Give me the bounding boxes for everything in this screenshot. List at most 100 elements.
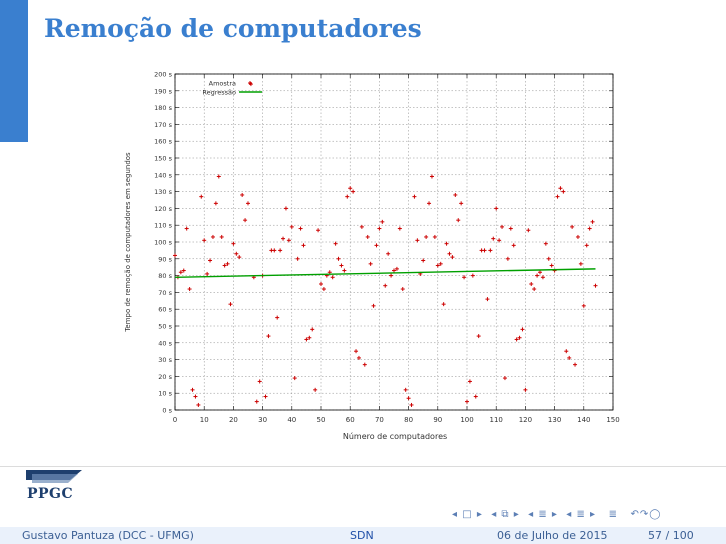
sample-point <box>424 234 429 239</box>
sample-point <box>564 349 569 354</box>
sample-point <box>319 282 323 286</box>
sample-point <box>336 256 341 261</box>
y-axis-label: Tempo de remoção de computadores em segu… <box>124 152 132 333</box>
sample-point <box>310 327 315 332</box>
sample-point <box>456 218 461 223</box>
nav-section-icon[interactable]: ◂ ≣ ▸ <box>528 509 558 520</box>
sample-point <box>205 271 210 276</box>
y-tick-label: 80 s <box>158 272 172 280</box>
sample-point <box>202 238 207 243</box>
sample-point <box>354 349 359 354</box>
nav-search-icon[interactable]: ↶↷◯ <box>630 509 662 520</box>
sample-point <box>210 234 215 239</box>
sample-point <box>432 234 437 239</box>
sample-point <box>520 327 525 332</box>
sample-point <box>500 224 505 229</box>
x-tick-label: 120 <box>519 416 532 424</box>
sample-point <box>532 287 537 292</box>
sample-point <box>473 394 478 399</box>
sample-point <box>359 224 364 229</box>
y-tick-label: 140 s <box>154 171 172 179</box>
sample-point <box>275 315 280 320</box>
nav-toc-icon[interactable]: ≣ <box>608 509 618 520</box>
sample-point <box>208 258 213 263</box>
sample-point <box>570 224 575 229</box>
slide-title: Remoção de computadores <box>44 14 422 43</box>
sample-point <box>196 402 201 407</box>
sample-point <box>190 387 195 392</box>
sample-point <box>447 251 452 256</box>
sample-point <box>307 335 312 340</box>
sample-point <box>497 238 502 243</box>
sample-point <box>462 275 467 280</box>
x-tick-label: 30 <box>258 416 267 424</box>
sample-point <box>538 270 542 275</box>
y-tick-label: 10 s <box>158 390 172 398</box>
nav-subsection-list-icon[interactable]: ◂ ≣ ▸ <box>566 509 597 520</box>
y-tick-label: 200 s <box>154 71 172 79</box>
sample-point <box>289 224 294 229</box>
sample-point <box>441 302 446 307</box>
y-tick-label: 180 s <box>154 104 172 112</box>
sample-point <box>494 206 499 211</box>
sample-point <box>397 226 402 231</box>
sample-point <box>561 189 566 194</box>
sample-point <box>333 241 338 246</box>
sample-point <box>587 226 592 231</box>
footer-divider <box>0 466 726 467</box>
sample-point <box>438 261 443 266</box>
sample-point <box>316 228 321 233</box>
sample-point <box>514 337 519 342</box>
grid-layer <box>174 73 614 411</box>
nav-frame-icon[interactable]: ◂ □ ▸ <box>452 509 483 520</box>
sample-point <box>406 396 411 401</box>
sample-point <box>246 201 250 206</box>
sample-point <box>313 387 318 392</box>
sample-point <box>523 387 528 392</box>
sample-point <box>222 263 227 268</box>
x-tick-label: 70 <box>375 416 384 424</box>
sample-point <box>240 192 245 197</box>
sample-point <box>257 379 262 384</box>
sample-point <box>421 258 426 263</box>
y-tick-label: 90 s <box>158 255 172 263</box>
sample-point <box>593 283 598 288</box>
sample-point <box>476 334 481 339</box>
sample-point <box>254 399 259 404</box>
x-axis-label: Número de computadores <box>343 432 447 441</box>
sample-point <box>467 379 472 384</box>
sample-point <box>488 248 493 253</box>
y-tick-label: 170 s <box>154 121 172 129</box>
sample-point <box>225 261 230 266</box>
sample-point <box>301 243 306 248</box>
y-tick-label: 20 s <box>158 373 172 381</box>
sample-point <box>459 201 464 206</box>
footer-author: Gustavo Pantuza (DCC - UFMG) <box>22 529 194 542</box>
y-tick-label: 130 s <box>154 188 172 196</box>
sample-point <box>219 234 224 239</box>
sample-point <box>491 236 496 241</box>
sample-point <box>578 261 583 266</box>
sample-point <box>234 251 239 256</box>
x-tick-label: 150 <box>606 416 619 424</box>
sample-point <box>266 334 271 339</box>
sample-point <box>184 226 189 231</box>
sample-point <box>470 273 475 278</box>
sample-point <box>272 248 277 253</box>
beamer-navigation[interactable]: ◂ □ ▸ ◂ ⧉ ▸ ◂ ≣ ▸ ◂ ≣ ▸ ≣ ↶↷◯ <box>452 509 661 520</box>
sample-point <box>365 234 370 239</box>
sample-point <box>295 256 300 261</box>
sample-point <box>380 219 385 224</box>
x-tick-label: 100 <box>460 416 473 424</box>
sample-point <box>263 394 268 399</box>
y-tick-label: 40 s <box>158 339 172 347</box>
sample-point <box>374 243 379 248</box>
sample-point <box>216 174 221 179</box>
nav-subsection-icon[interactable]: ◂ ⧉ ▸ <box>491 509 520 520</box>
sample-point <box>371 303 376 308</box>
sample-point <box>517 335 522 340</box>
footer-page-number: 57 / 100 <box>648 529 694 542</box>
sample-point <box>409 402 414 407</box>
sample-point <box>590 219 595 224</box>
